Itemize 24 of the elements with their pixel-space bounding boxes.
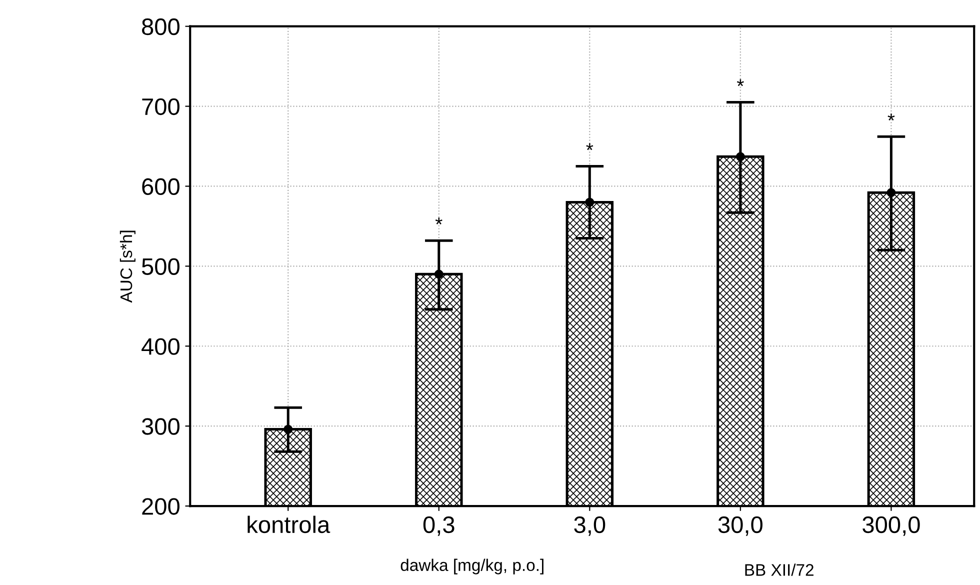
annotation: *	[888, 114, 895, 121]
annotation: *	[586, 143, 594, 150]
y-tick-label: 300	[142, 418, 180, 435]
y-tick-label: 800	[142, 18, 180, 36]
x-tick-label: 30,0	[718, 516, 762, 536]
y-tick-label: 600	[142, 178, 180, 196]
x-axis-title: dawka [mg/kg, p.o.]	[400, 558, 544, 574]
point	[434, 270, 444, 279]
y-axis-title: AUC [s*h]	[120, 230, 136, 303]
y-tick-label: 700	[142, 98, 180, 116]
x-tick-label: 3,0	[574, 516, 606, 536]
point	[284, 424, 293, 434]
point	[886, 188, 896, 198]
y-tick-label: 500	[142, 258, 180, 275]
x-tick-label: kontrola	[248, 516, 330, 534]
text: BB XII/72	[745, 564, 814, 576]
annotation: *	[435, 218, 442, 224]
point	[585, 198, 594, 207]
y-tick-label: 400	[142, 338, 180, 355]
annotation: *	[736, 79, 744, 86]
x-tick-label: 300,0	[862, 516, 920, 536]
x-tick-label: 0,3	[423, 516, 454, 536]
point	[736, 152, 745, 162]
y-tick-label: 200	[142, 498, 180, 515]
